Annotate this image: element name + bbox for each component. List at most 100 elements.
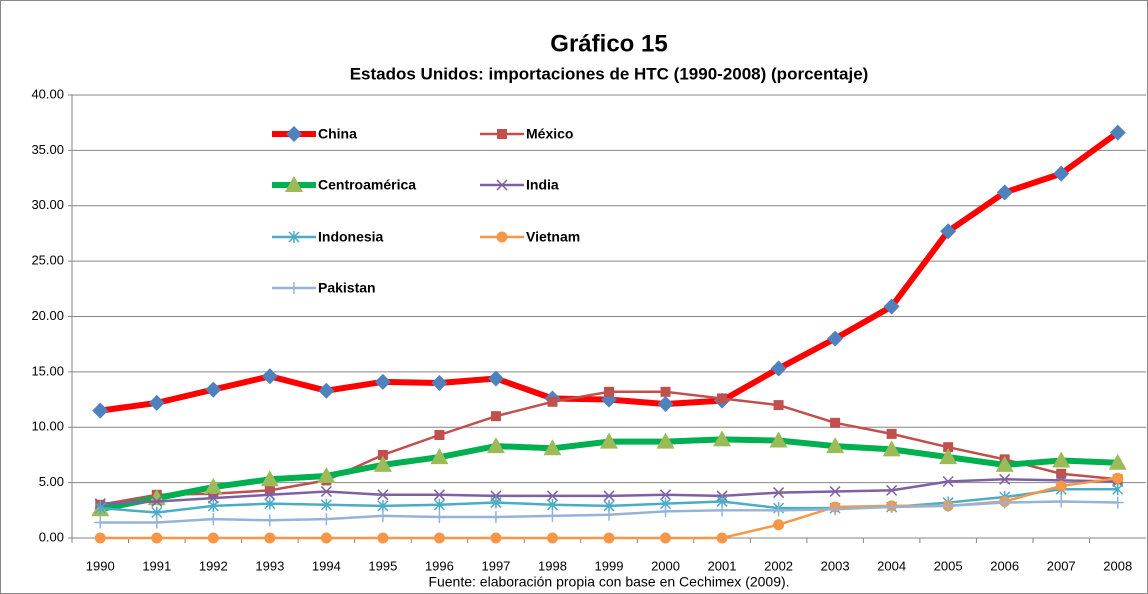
data-point <box>207 513 220 526</box>
legend-label: Vietnam <box>526 229 580 245</box>
data-point <box>377 532 389 544</box>
data-point <box>827 330 844 347</box>
x-tick-label: 1999 <box>595 558 624 573</box>
data-point <box>490 496 502 509</box>
chart-title: Gráfico 15 <box>550 30 667 57</box>
source-note: Fuente: elaboración propia con base en C… <box>428 574 789 590</box>
data-point <box>546 509 559 522</box>
data-point <box>204 478 223 495</box>
data-point <box>489 510 502 523</box>
data-point <box>716 504 729 517</box>
data-point <box>318 382 335 399</box>
data-point <box>205 381 222 398</box>
legend-label: Pakistan <box>318 280 376 296</box>
data-point <box>1053 165 1070 182</box>
data-point <box>942 499 955 512</box>
data-point <box>490 411 501 422</box>
data-point <box>320 513 333 526</box>
y-tick-label: 20.00 <box>31 308 64 323</box>
data-point <box>151 532 163 544</box>
x-tick-label: 2007 <box>1047 558 1076 573</box>
x-tick-label: 2000 <box>651 558 680 573</box>
y-tick-label: 35.00 <box>31 142 64 157</box>
data-point <box>998 496 1011 509</box>
data-point <box>769 431 788 448</box>
legend-label: Indonesia <box>318 229 384 245</box>
x-tick-label: 2006 <box>990 558 1019 573</box>
data-point <box>713 430 732 447</box>
legend-marker <box>497 129 507 139</box>
data-point <box>546 498 559 511</box>
legend-marker <box>286 126 302 142</box>
data-point <box>261 368 278 385</box>
data-point <box>207 492 219 504</box>
data-point <box>773 400 784 411</box>
data-point <box>656 432 675 449</box>
data-point <box>430 448 449 465</box>
data-point <box>883 298 900 315</box>
x-tick-label: 1997 <box>481 558 510 573</box>
data-point <box>773 487 785 499</box>
data-point <box>92 402 109 419</box>
data-point <box>264 532 276 544</box>
data-point <box>716 532 728 544</box>
data-point <box>377 449 388 460</box>
data-point <box>94 532 106 544</box>
legend-label: Centroamérica <box>318 177 416 193</box>
data-point <box>659 505 672 518</box>
data-point <box>377 489 389 501</box>
data-point <box>433 498 445 511</box>
data-point <box>603 532 615 544</box>
x-tick-label: 1995 <box>368 558 397 573</box>
data-point <box>373 455 392 472</box>
data-point <box>264 489 276 501</box>
data-point <box>543 439 562 456</box>
x-tick-label: 1994 <box>312 558 341 573</box>
data-point <box>770 360 787 377</box>
legend-marker <box>496 231 508 243</box>
data-point <box>773 519 785 531</box>
data-point <box>264 497 276 510</box>
data-point <box>547 396 558 407</box>
data-point <box>772 504 785 517</box>
data-point <box>886 484 898 496</box>
data-point <box>1055 495 1068 508</box>
data-point <box>885 500 898 513</box>
data-point <box>660 532 672 544</box>
data-point <box>264 485 275 496</box>
data-point <box>1055 480 1067 492</box>
data-point <box>940 223 957 240</box>
legend-marker <box>288 231 300 243</box>
data-point <box>207 499 219 512</box>
data-point <box>320 532 332 544</box>
y-tick-label: 30.00 <box>31 197 64 212</box>
data-point <box>660 386 671 397</box>
data-point <box>434 430 445 441</box>
y-tick-label: 0.00 <box>39 529 64 544</box>
data-point <box>1112 483 1124 496</box>
y-tick-label: 5.00 <box>39 474 64 489</box>
data-point <box>604 386 614 397</box>
data-point <box>150 516 163 529</box>
data-point <box>433 510 446 523</box>
data-point <box>999 473 1011 485</box>
x-tick-label: 1991 <box>142 558 171 573</box>
data-point <box>320 485 332 498</box>
data-point <box>94 502 106 515</box>
data-point <box>1112 472 1124 484</box>
data-point <box>431 374 448 391</box>
data-point <box>939 448 958 465</box>
x-tick-label: 2005 <box>934 558 963 573</box>
x-tick-label: 1996 <box>425 558 454 573</box>
data-point <box>717 393 728 404</box>
data-point <box>263 514 276 527</box>
legend-marker <box>285 176 303 192</box>
legend-label: México <box>526 126 573 142</box>
data-point <box>376 509 389 522</box>
data-point <box>487 370 504 387</box>
x-tick-label: 1998 <box>538 558 567 573</box>
data-point <box>603 490 615 502</box>
data-point <box>943 442 954 453</box>
data-point <box>886 428 897 439</box>
